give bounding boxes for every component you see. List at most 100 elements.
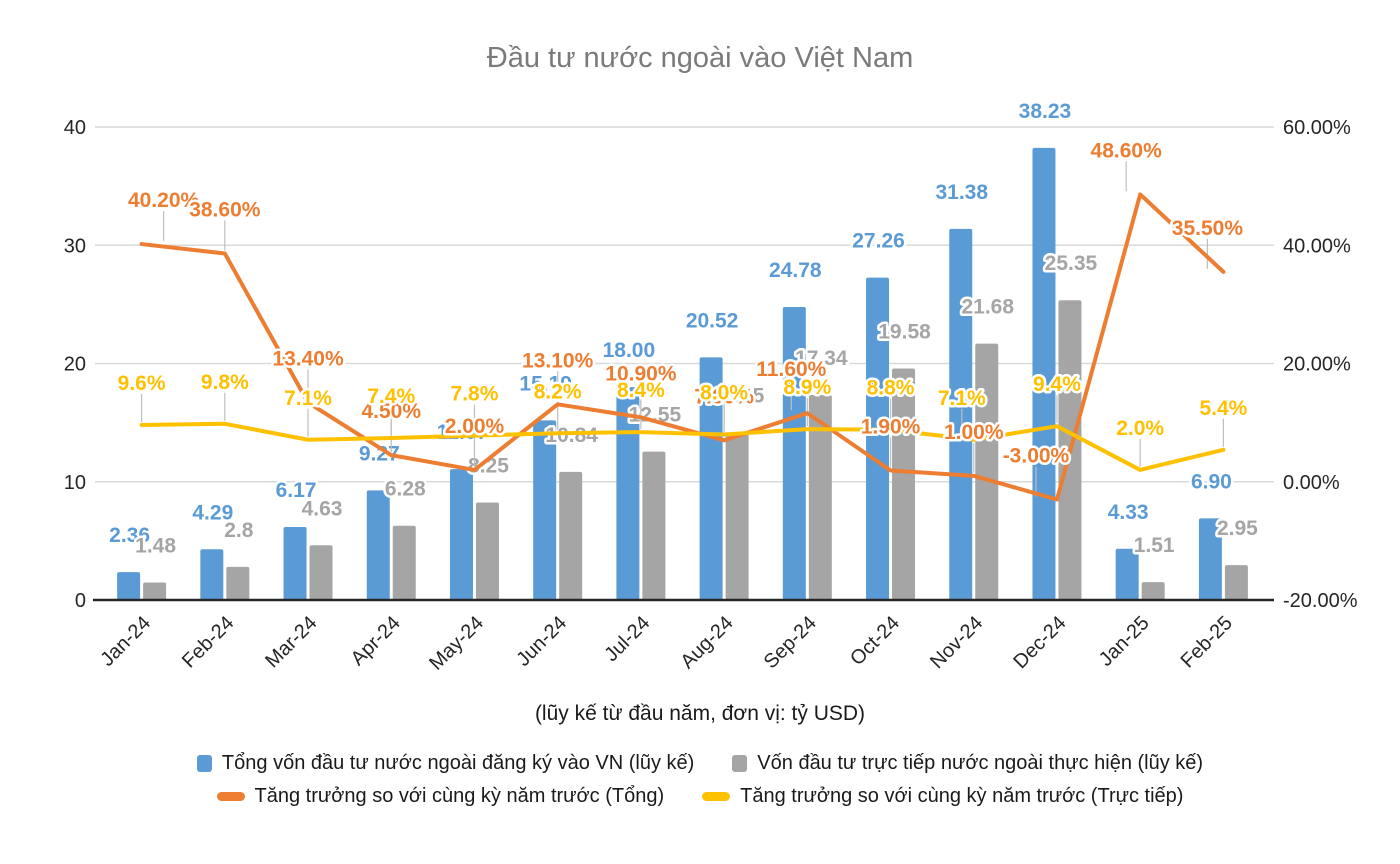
line-growth-direct — [139, 421, 1226, 472]
chart-title: Đầu tư nước ngoài vào Việt Nam — [486, 42, 914, 74]
label-growth-total-Jan-24: 40.20% — [128, 189, 200, 212]
bar-registered-Aug-24 — [699, 357, 723, 600]
label-registered-Dec-24: 38.23 — [1019, 100, 1072, 123]
x-axis-label-Apr-24: Apr-24 — [347, 612, 405, 670]
legend-item-growth-direct: Tăng trưởng so với cùng kỳ năm trước (Tr… — [702, 785, 1183, 808]
label-growth-total-Jan-25: 48.60% — [1091, 139, 1163, 162]
label-growth-total-Nov-24: 1.00% — [944, 421, 1004, 444]
x-axis-label-Feb-25: Feb-25 — [1177, 612, 1237, 672]
bar-registered-Apr-24 — [366, 490, 390, 600]
right-axis-tick: 20.00% — [1283, 354, 1351, 376]
legend-item-implemented: Vốn đầu tư trực tiếp nước ngoài thực hiệ… — [732, 752, 1203, 775]
left-axis-tick: 10 — [64, 472, 86, 494]
label-registered-Jul-24: 18.00 — [603, 339, 656, 362]
bar-registered-Feb-25 — [1198, 518, 1222, 600]
bar-registered-May-24 — [449, 469, 473, 600]
label-registered-Jun-24: 15.19 — [519, 372, 572, 395]
label-growth-direct-Apr-24: 7.4% — [367, 385, 415, 408]
left-axis-tick: 40 — [64, 117, 86, 139]
label-growth-direct-Jun-24: 8.2% — [534, 380, 582, 403]
label-implemented-Feb-24: 2.8 — [224, 519, 254, 542]
label-registered-Jan-24: 2.36 — [109, 524, 150, 547]
label-growth-direct-Oct-24: 8.8% — [867, 377, 915, 400]
label-implemented-Mar-24: 4.63 — [302, 497, 343, 520]
x-axis-label-Dec-24: Dec-24 — [1009, 612, 1070, 673]
label-growth-direct-Feb-24: 9.8% — [201, 371, 249, 394]
label-implemented-Feb-25: 2.95 — [1217, 517, 1258, 540]
label-growth-direct-Aug-24: 8.0% — [700, 381, 748, 404]
left-axis-tick: 30 — [64, 235, 86, 257]
label-growth-total-Jul-24: 10.90% — [605, 362, 677, 385]
label-implemented-Sep-24: 17.34 — [795, 347, 848, 370]
label-growth-direct-Jul-24: 8.4% — [617, 379, 665, 402]
left-axis-tick: 20 — [64, 354, 86, 376]
label-growth-direct-Jan-25: 2.0% — [1116, 417, 1164, 440]
label-growth-direct-Dec-24: 9.4% — [1033, 373, 1081, 396]
bar-registered-Sep-24 — [782, 306, 806, 600]
label-registered-Feb-25: 6.90 — [1191, 470, 1232, 493]
label-registered-Mar-24: 6.17 — [276, 479, 317, 502]
bar-implemented-Jan-25 — [1141, 582, 1165, 600]
legend-item-growth-total: Tăng trưởng so với cùng kỳ năm trước (Tổ… — [216, 785, 665, 808]
x-axis-label-Mar-24: Mar-24 — [261, 612, 321, 672]
legend-label-growth-total: Tăng trưởng so với cùng kỳ năm trước (Tổ… — [254, 785, 665, 807]
bar-implemented-Aug-24 — [725, 432, 749, 600]
right-axis-tick: 0.00% — [1283, 472, 1340, 494]
label-growth-direct-Feb-25: 5.4% — [1199, 397, 1247, 420]
x-axis-label-Nov-24: Nov-24 — [926, 612, 987, 673]
label-growth-total-Apr-24: 4.50% — [361, 400, 421, 423]
bar-implemented-Oct-24 — [892, 368, 916, 600]
label-registered-Feb-24: 4.29 — [192, 501, 233, 524]
legend-row-lines: Tăng trưởng so với cùng kỳ năm trước (Tổ… — [216, 785, 1183, 808]
legend-item-registered: Tổng vốn đầu tư nước ngoài đăng ký vào V… — [196, 752, 695, 775]
x-axis-label-Jan-25: Jan-25 — [1095, 612, 1154, 671]
bar-implemented-Mar-24 — [309, 545, 333, 600]
legend-swatch-growth-direct-icon — [702, 792, 731, 801]
x-axis-label-Aug-24: Aug-24 — [676, 612, 737, 673]
label-registered-Sep-24: 24.78 — [769, 259, 822, 282]
label-growth-total-Aug-24: 7.00% — [694, 385, 754, 408]
bar-implemented-Apr-24 — [392, 525, 416, 600]
bar-implemented-Nov-24 — [975, 343, 999, 600]
legend-swatch-registered-icon — [196, 755, 212, 772]
bar-registered-Jun-24 — [533, 420, 557, 600]
axis-note: (lũy kế từ đầu năm, đơn vị: tỷ USD) — [534, 702, 866, 725]
legend-swatch-implemented-icon — [732, 755, 748, 772]
label-implemented-Jan-25: 1.51 — [1134, 534, 1175, 557]
label-implemented-Jun-24: 10.84 — [545, 424, 598, 447]
legend-label-registered: Tổng vốn đầu tư nước ngoài đăng ký vào V… — [221, 752, 695, 774]
x-axis-label-Jan-24: Jan-24 — [96, 612, 155, 671]
label-growth-direct-Mar-24: 7.1% — [284, 387, 332, 410]
label-registered-May-24: 11.07 — [437, 421, 488, 444]
label-implemented-Dec-24: 25.35 — [1045, 252, 1098, 275]
label-implemented-Aug-24: 14.15 — [712, 385, 765, 408]
bar-implemented-Sep-24 — [808, 394, 832, 600]
label-registered-Jan-25: 4.33 — [1108, 501, 1149, 524]
bar-registered-Feb-24 — [200, 549, 224, 600]
bar-implemented-Feb-25 — [1224, 565, 1248, 600]
bar-registered-Dec-24 — [1032, 147, 1056, 601]
bar-implemented-Jun-24 — [559, 471, 583, 600]
bar-implemented-Jul-24 — [642, 451, 666, 600]
legend-label-implemented: Vốn đầu tư trực tiếp nước ngoài thực hiệ… — [757, 752, 1204, 774]
label-growth-total-Feb-24: 38.60% — [189, 199, 261, 222]
label-growth-direct-May-24: 7.8% — [451, 383, 499, 406]
label-growth-total-Mar-24: 13.40% — [272, 348, 344, 371]
x-axis-label-May-24: May-24 — [425, 612, 488, 675]
legend-row-bars: Tổng vốn đầu tư nước ngoài đăng ký vào V… — [196, 752, 1203, 775]
left-axis-tick: 0 — [75, 590, 86, 612]
label-growth-total-Feb-25: 35.50% — [1172, 217, 1244, 240]
x-axis-label-Sep-24: Sep-24 — [760, 612, 821, 673]
line-growth-total — [139, 192, 1226, 502]
x-axis-label-Jun-24: Jun-24 — [512, 612, 571, 671]
label-implemented-Apr-24: 6.28 — [385, 478, 426, 501]
bar-registered-Nov-24 — [949, 228, 973, 600]
right-axis-tick: 40.00% — [1283, 235, 1351, 257]
label-growth-total-Jun-24: 13.10% — [522, 349, 594, 372]
combo-chart: 0 10 20 30 40 -20.00% 0.00% 20.00% 40.00% 60.00% J… — [63, 99, 1358, 675]
x-axis-label-Feb-24: Feb-24 — [178, 612, 238, 672]
bar-registered-Oct-24 — [866, 277, 890, 600]
right-axis-tick: 60.00% — [1283, 117, 1351, 139]
label-registered-Oct-24: 27.26 — [852, 230, 905, 253]
